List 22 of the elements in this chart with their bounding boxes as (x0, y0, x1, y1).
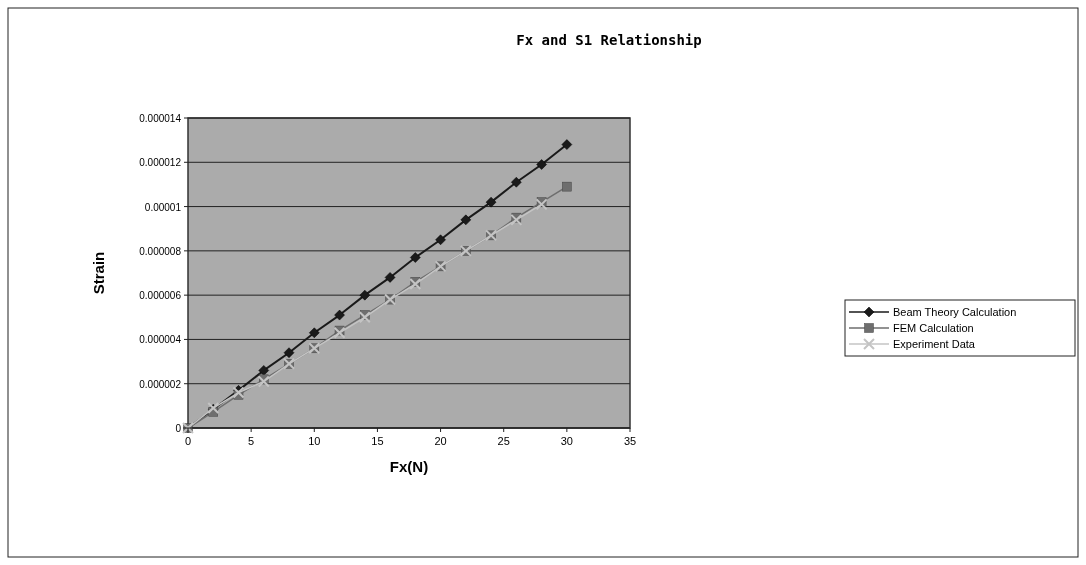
x-tick-label: 25 (497, 435, 510, 447)
y-axis-title: Strain (90, 251, 107, 295)
legend-label: Experiment Data (893, 338, 976, 350)
y-tick-label: 0.000002 (139, 378, 182, 390)
x-tick-label: 30 (560, 435, 573, 447)
x-tick-label: 10 (308, 435, 321, 447)
y-tick-label: 0.00001 (144, 201, 182, 213)
legend-label: Beam Theory Calculation (893, 306, 1017, 318)
x-tick-label: 35 (623, 435, 637, 447)
y-tick-label: 0.000012 (139, 157, 182, 169)
x-tick-label: 20 (434, 435, 447, 447)
x-axis-title: Fx(N) (389, 458, 429, 475)
y-tick-label: 0.000004 (139, 334, 182, 346)
x-tick-label: 0 (184, 435, 192, 447)
y-tick-label: 0 (175, 423, 182, 434)
chart-title: Fx and S1 Relationship (516, 32, 702, 48)
legend-label: FEM Calculation (893, 322, 974, 334)
y-tick-label: 0.000014 (139, 113, 182, 124)
x-tick-label: 15 (371, 435, 384, 447)
y-tick-label: 0.000006 (139, 290, 182, 302)
x-tick-label: 5 (248, 435, 255, 447)
y-tick-label: 0.000008 (139, 245, 182, 257)
